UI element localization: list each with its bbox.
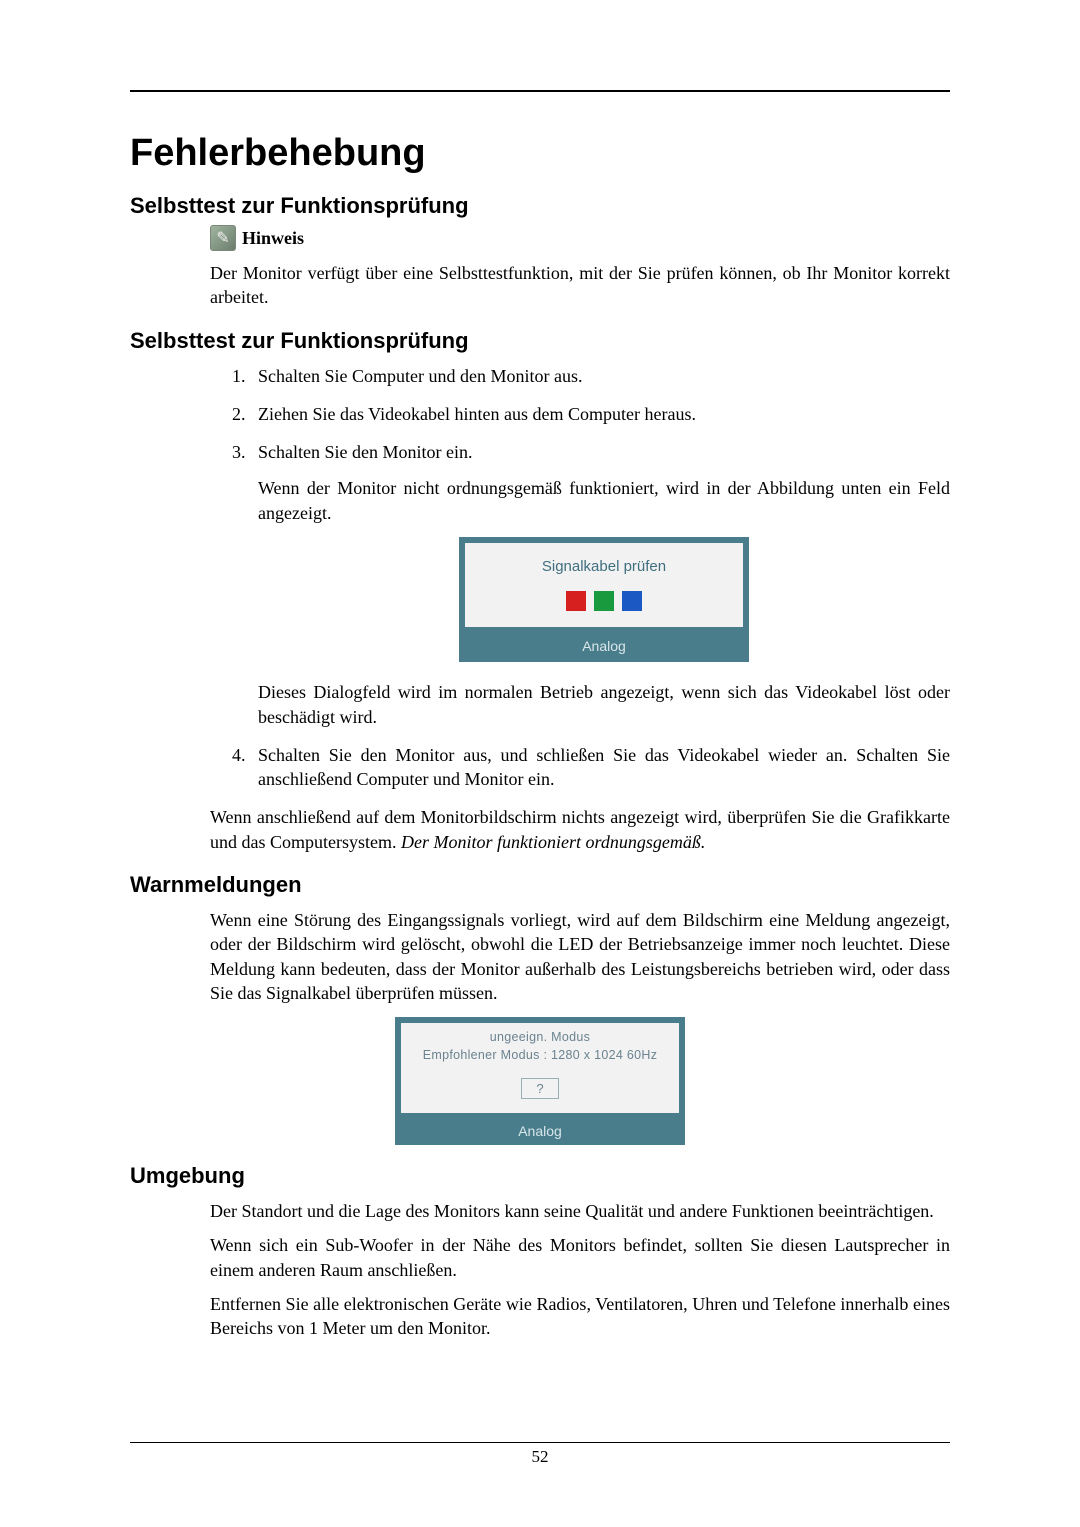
top-rule: [130, 90, 950, 92]
osd1-panel: Signalkabel prüfen: [465, 543, 743, 627]
step-3-text: Schalten Sie den Monitor ein.: [258, 442, 472, 462]
page-footer: 52: [130, 1442, 950, 1467]
osd2: ungeeign. Modus Empfohlener Modus : 1280…: [395, 1017, 685, 1145]
step-4: Schalten Sie den Monitor aus, und schlie…: [250, 743, 950, 792]
osd1-squares: [465, 585, 743, 627]
section4-p2: Wenn sich ein Sub-Woofer in der Nähe des…: [210, 1233, 950, 1282]
section1-heading: Selbsttest zur Funktionsprüfung: [130, 193, 950, 219]
osd1-square-blue: [622, 591, 642, 611]
osd2-line2: Empfohlener Modus : 1280 x 1024 60Hz: [409, 1047, 671, 1065]
osd2-wrap: ungeeign. Modus Empfohlener Modus : 1280…: [130, 1017, 950, 1145]
step-3-after: Dieses Dialogfeld wird im normalen Betri…: [258, 680, 950, 729]
osd1-message: Signalkabel prüfen: [465, 543, 743, 585]
document-page: Fehlerbehebung Selbsttest zur Funktionsp…: [0, 0, 1080, 1527]
note-row: ✎ Hinweis: [210, 225, 950, 251]
section1-body: Der Monitor verfügt über eine Selbsttest…: [210, 261, 950, 310]
osd2-status-row: ?: [409, 1078, 671, 1105]
osd1: Signalkabel prüfen Analog: [459, 537, 749, 662]
section4-p1: Der Standort und die Lage des Monitors k…: [210, 1199, 950, 1223]
step-1-text: Schalten Sie Computer und den Monitor au…: [258, 366, 582, 386]
osd2-footer: Analog: [395, 1119, 685, 1145]
osd1-square-red: [566, 591, 586, 611]
osd1-footer: Analog: [459, 633, 749, 662]
steps-list: Schalten Sie Computer und den Monitor au…: [210, 364, 950, 792]
section3-heading: Warnmeldungen: [130, 872, 950, 898]
section1-note-body: Der Monitor verfügt über eine Selbsttest…: [210, 261, 950, 310]
note-icon: ✎: [210, 225, 236, 251]
section2-closing-p: Wenn anschließend auf dem Monitorbildsch…: [210, 805, 950, 854]
step-2: Ziehen Sie das Videokabel hinten aus dem…: [250, 402, 950, 426]
osd2-status-box: ?: [521, 1078, 558, 1099]
osd1-square-green: [594, 591, 614, 611]
page-number: 52: [130, 1447, 950, 1467]
page-title: Fehlerbehebung: [130, 132, 950, 175]
step-3-extra: Wenn der Monitor nicht ordnungsgemäß fun…: [258, 476, 950, 525]
osd1-wrap: Signalkabel prüfen Analog: [258, 537, 950, 662]
step-3: Schalten Sie den Monitor ein. Wenn der M…: [250, 440, 950, 729]
section2-closing: Wenn anschließend auf dem Monitorbildsch…: [210, 805, 950, 854]
section4-body: Der Standort und die Lage des Monitors k…: [210, 1199, 950, 1340]
section4-p3: Entfernen Sie alle elektronischen Geräte…: [210, 1292, 950, 1341]
note-label: Hinweis: [242, 228, 304, 249]
section3-body-text: Wenn eine Störung des Eingangssignals vo…: [210, 908, 950, 1005]
step-4-text: Schalten Sie den Monitor aus, und schlie…: [258, 745, 950, 789]
section2-heading: Selbsttest zur Funktionsprüfung: [130, 328, 950, 354]
bottom-rule: [130, 1442, 950, 1443]
step-1: Schalten Sie Computer und den Monitor au…: [250, 364, 950, 388]
step-2-text: Ziehen Sie das Videokabel hinten aus dem…: [258, 404, 696, 424]
section4-heading: Umgebung: [130, 1163, 950, 1189]
section2-closing-italic: Der Monitor funktioniert ordnungsgemäß.: [401, 832, 705, 852]
section3-body: Wenn eine Störung des Eingangssignals vo…: [210, 908, 950, 1005]
osd2-line1: ungeeign. Modus: [409, 1029, 671, 1047]
osd2-panel: ungeeign. Modus Empfohlener Modus : 1280…: [401, 1023, 679, 1113]
